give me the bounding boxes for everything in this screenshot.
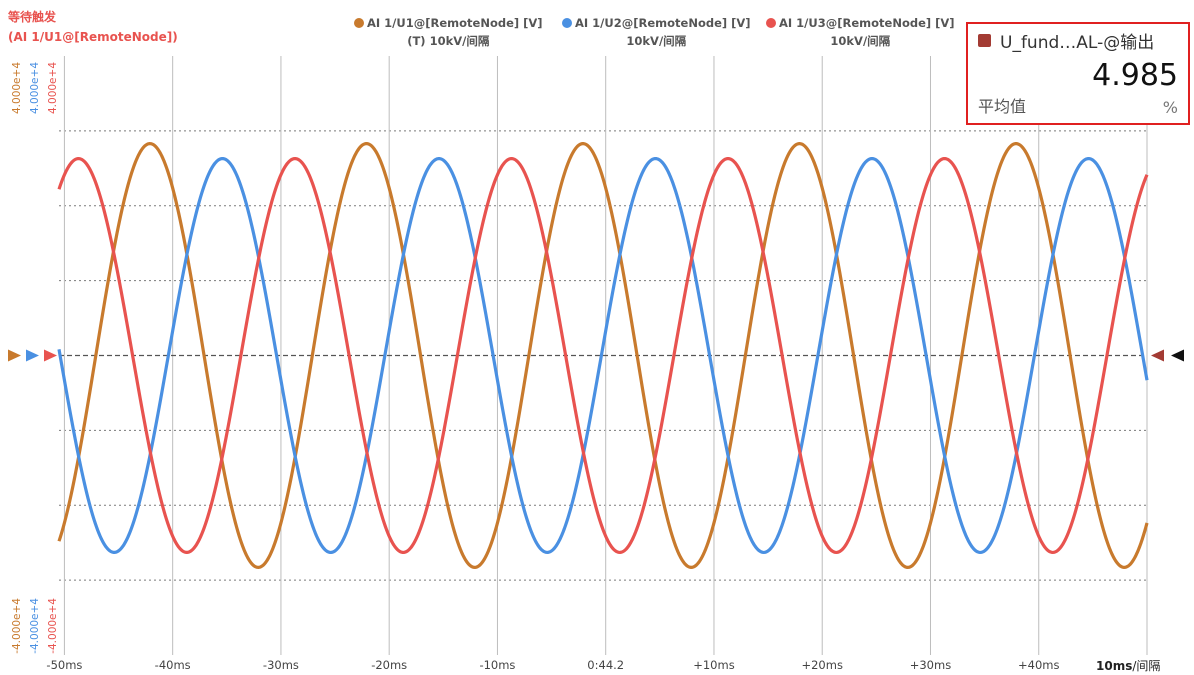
x-tick-label: +30ms	[909, 658, 952, 672]
measurement-value: 4.985	[1092, 58, 1178, 93]
x-tick-label: +40ms	[1018, 658, 1060, 672]
legend-u1[interactable]: AI 1/U1@[RemoteNode] [V] (T) 10kV/间隔	[354, 14, 543, 50]
measurement-unit: %	[1162, 98, 1178, 117]
measurement-stat: 平均值	[978, 97, 1027, 116]
series-line-u1	[57, 142, 1149, 569]
x-tick-label: -40ms	[154, 658, 191, 672]
series-line-u3	[57, 156, 1149, 555]
measurement-name: U_fund…AL-@输出	[1000, 33, 1155, 53]
channel-marker-u1	[8, 349, 21, 362]
legend-u3-name: AI 1/U3@[RemoteNode] [V]	[779, 16, 955, 30]
legend-u3[interactable]: AI 1/U3@[RemoteNode] [V] 10kV/间隔	[766, 14, 955, 50]
trigger-source: (AI 1/U1@[RemoteNode])	[8, 30, 178, 44]
measurement-swatch	[978, 34, 991, 47]
x-tick-label: 0:44.2	[587, 658, 625, 672]
x-tick-label: -30ms	[262, 658, 299, 672]
x-tick-label: -50ms	[46, 658, 83, 672]
legend-u2-scale: 10kV/间隔	[626, 34, 687, 48]
channel-marker-u2	[26, 349, 39, 362]
x-tick-label: +10ms	[693, 658, 735, 672]
u2-ymin-label: -4.000e+4	[29, 598, 41, 654]
legend-u2-swatch	[562, 18, 572, 28]
legend-u2-name: AI 1/U2@[RemoteNode] [V]	[575, 16, 751, 30]
u2-ymax-label: 4.000e+4	[29, 62, 41, 114]
u3-ymax-label: 4.000e+4	[47, 62, 59, 114]
u1-ymin-label: -4.000e+4	[11, 598, 23, 654]
measurement-level-marker	[1151, 349, 1164, 362]
measurement-panel[interactable]: U_fund…AL-@输出 4.985 平均值 %	[966, 22, 1190, 125]
legend-u3-swatch	[766, 18, 776, 28]
trigger-status: 等待触发	[8, 10, 57, 24]
channel-marker-u3	[44, 349, 57, 362]
legend-u1-name: AI 1/U1@[RemoteNode] [V]	[367, 16, 543, 30]
x-tick-label: -10ms	[479, 658, 516, 672]
trigger-level-marker	[1171, 349, 1184, 362]
series-line-u2	[57, 156, 1149, 555]
x-tick-label: +20ms	[801, 658, 843, 672]
u3-ymin-label: -4.000e+4	[47, 598, 59, 654]
time-scale-label[interactable]: 10ms/间隔	[1096, 657, 1160, 674]
legend-u1-scale: (T) 10kV/间隔	[407, 34, 490, 48]
legend-u3-scale: 10kV/间隔	[830, 34, 891, 48]
x-tick-label: -20ms	[371, 658, 408, 672]
time-scale-unit: /间隔	[1132, 659, 1161, 673]
legend-u1-swatch	[354, 18, 364, 28]
u1-ymax-label: 4.000e+4	[11, 62, 23, 114]
time-scale-value: 10ms	[1096, 659, 1133, 673]
legend-u2[interactable]: AI 1/U2@[RemoteNode] [V] 10kV/间隔	[562, 14, 751, 50]
